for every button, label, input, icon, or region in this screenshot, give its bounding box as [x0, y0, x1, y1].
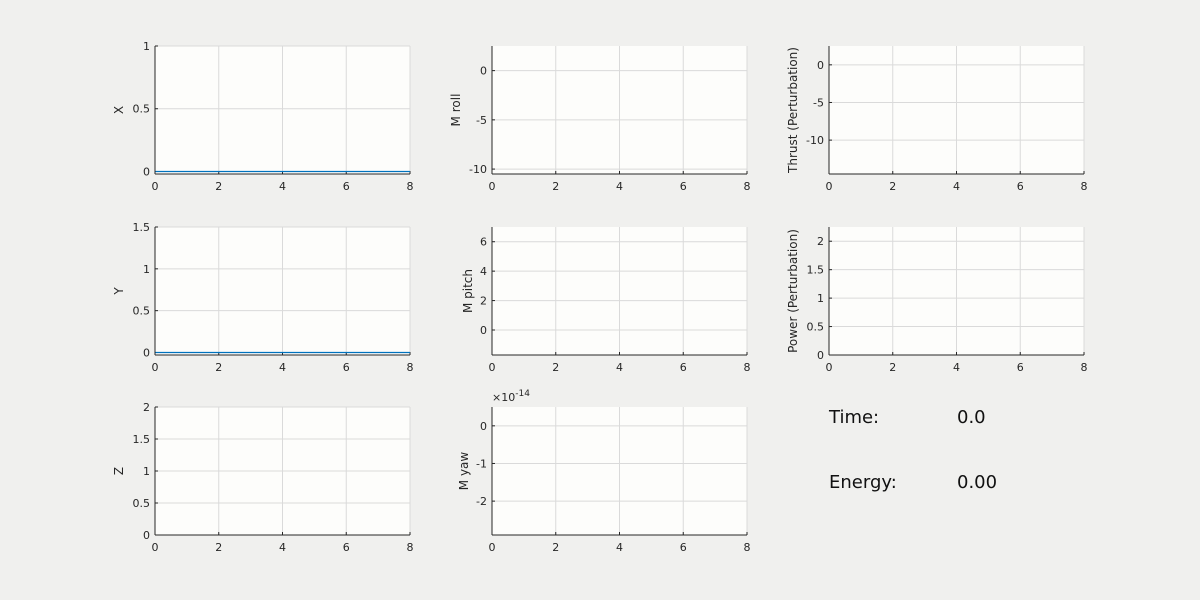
y-tick-label: 1.5	[133, 433, 151, 446]
x-tick-label: 4	[616, 180, 623, 193]
y-tick-label: 6	[480, 236, 487, 249]
chart-mroll: 0 2 4 6 8 0 -5 -10 M roll	[449, 46, 751, 193]
y-tick-label: 0.5	[807, 321, 825, 334]
chart-x: 0 2 4 6 8 0 0.5 1 X	[112, 40, 414, 193]
y-tick-label: -2	[476, 495, 487, 508]
x-tick-label: 2	[889, 180, 896, 193]
y-tick-label: 2	[817, 235, 824, 248]
x-tick-label: 8	[1081, 361, 1088, 374]
y-tick-label: 0	[480, 324, 487, 337]
y-axis-label: Y	[112, 287, 126, 296]
y-tick-label: 4	[480, 265, 487, 278]
y-tick-label: 2	[480, 295, 487, 308]
y-axis-label: Power (Perturbation)	[786, 229, 800, 353]
y-tick-label: 1	[817, 292, 824, 305]
x-tick-label: 0	[489, 180, 496, 193]
energy-value: 0.00	[957, 472, 998, 493]
x-tick-label: 4	[953, 361, 960, 374]
x-tick-label: 0	[826, 180, 833, 193]
x-tick-label: 4	[279, 541, 286, 554]
x-tick-label: 8	[744, 361, 751, 374]
x-tick-label: 4	[953, 180, 960, 193]
x-tick-label: 6	[680, 361, 687, 374]
x-tick-label: 6	[680, 541, 687, 554]
y-axis-label: X	[112, 106, 126, 114]
x-tick-label: 6	[1017, 361, 1024, 374]
y-tick-label: 0	[480, 420, 487, 433]
time-value: 0.0	[957, 407, 986, 428]
y-tick-label: 0.5	[133, 305, 151, 318]
x-tick-label: 2	[215, 361, 222, 374]
y-tick-label: 1	[143, 263, 150, 276]
x-tick-label: 0	[152, 361, 159, 374]
y-axis-label: M yaw	[457, 452, 471, 491]
x-tick-label: 8	[407, 361, 414, 374]
y-axis-label: Z	[112, 467, 126, 475]
chart-z: 0 2 4 6 8 0 0.5 1 1.5 2 Z	[112, 401, 414, 554]
x-tick-label: 6	[343, 541, 350, 554]
y-tick-label: 0	[817, 59, 824, 72]
x-tick-label: 8	[407, 541, 414, 554]
y-tick-label: 0	[817, 349, 824, 362]
x-tick-label: 8	[744, 541, 751, 554]
y-tick-label: -1	[476, 457, 487, 470]
y-tick-label: 0.5	[133, 497, 151, 510]
chart-mpitch: 0 2 4 6 8 0 2 4 6 M pitch	[461, 227, 751, 374]
y-tick-label: 1.5	[807, 264, 825, 277]
x-tick-label: 8	[744, 180, 751, 193]
y-tick-label: -10	[806, 134, 824, 147]
x-tick-label: 4	[279, 361, 286, 374]
x-tick-label: 6	[343, 361, 350, 374]
y-tick-label: -5	[813, 96, 824, 109]
x-tick-label: 0	[489, 541, 496, 554]
x-tick-label: 0	[489, 361, 496, 374]
time-label: Time:	[829, 407, 880, 428]
x-tick-label: 2	[552, 361, 559, 374]
x-tick-label: 2	[552, 180, 559, 193]
x-tick-label: 4	[616, 361, 623, 374]
y-exponent-label: ×10-14	[492, 389, 530, 404]
x-tick-label: 6	[343, 180, 350, 193]
y-tick-label: 1	[143, 40, 150, 53]
chart-myaw: 0 2 4 6 8 0 -1 -2 M yaw ×10-14	[457, 389, 751, 554]
x-tick-label: 2	[552, 541, 559, 554]
y-axis-label: M roll	[449, 94, 463, 127]
y-tick-label: 0	[143, 529, 150, 542]
x-tick-label: 0	[152, 541, 159, 554]
chart-thrust: 0 2 4 6 8 0 -5 -10 Thrust (Perturbation)	[786, 46, 1088, 193]
x-tick-label: 2	[889, 361, 896, 374]
chart-power: 0 2 4 6 8 0 0.5 1 1.5 2 Power (Perturbation)	[786, 227, 1088, 374]
y-axis-label: M pitch	[461, 269, 475, 313]
x-tick-label: 2	[215, 180, 222, 193]
y-tick-label: -5	[476, 114, 487, 127]
y-tick-label: 1.5	[133, 221, 151, 234]
x-tick-label: 8	[1081, 180, 1088, 193]
x-tick-label: 4	[616, 541, 623, 554]
y-axis-label: Thrust (Perturbation)	[786, 47, 800, 174]
y-tick-label: 0	[143, 165, 150, 178]
x-tick-label: 6	[680, 180, 687, 193]
y-tick-label: 2	[143, 401, 150, 414]
x-tick-label: 8	[407, 180, 414, 193]
x-tick-label: 0	[152, 180, 159, 193]
y-tick-label: 1	[143, 465, 150, 478]
x-tick-label: 6	[1017, 180, 1024, 193]
energy-label: Energy:	[829, 472, 897, 493]
y-tick-label: 0	[143, 346, 150, 359]
x-tick-label: 0	[826, 361, 833, 374]
chart-y: 0 2 4 6 8 0 0.5 1 1.5 Y	[112, 221, 414, 374]
y-tick-label: -10	[469, 163, 487, 176]
y-tick-label: 0	[480, 65, 487, 78]
x-tick-label: 4	[279, 180, 286, 193]
y-tick-label: 0.5	[133, 103, 151, 116]
x-tick-label: 2	[215, 541, 222, 554]
